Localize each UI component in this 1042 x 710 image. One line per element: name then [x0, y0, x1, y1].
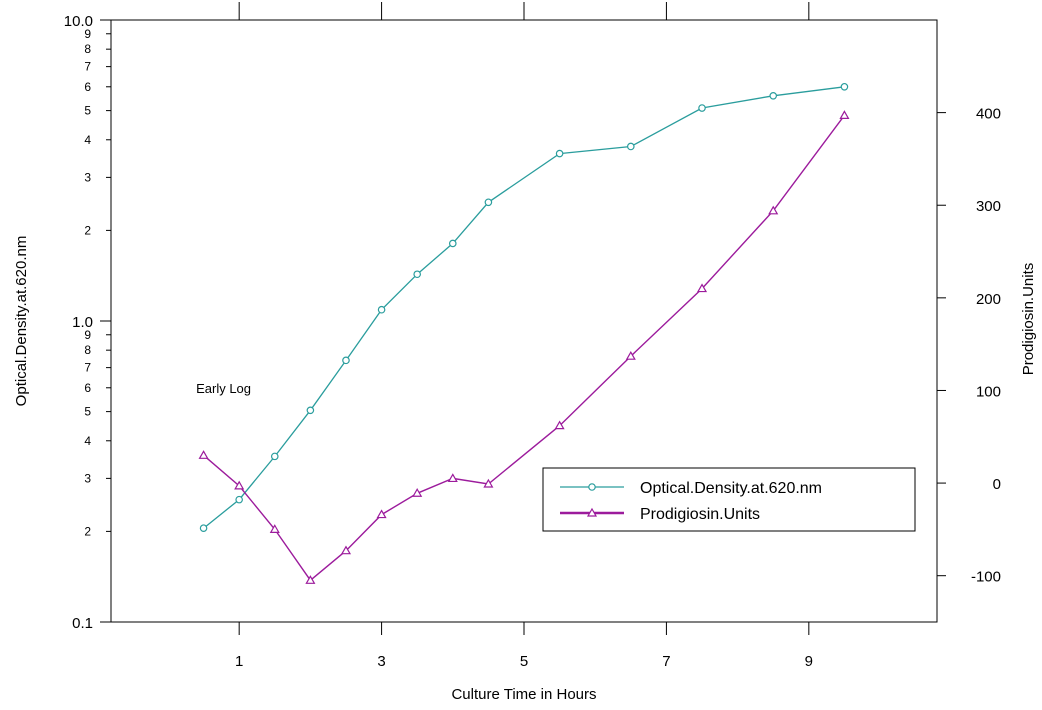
y-left-minor-tick-label: 4 [84, 133, 91, 147]
data-point-od [413, 270, 421, 279]
series-layer [198, 82, 850, 584]
y-right-tick-label: -100 [971, 569, 1001, 586]
y-left-minor-tick-label: 9 [84, 27, 91, 41]
y-left-minor-tick-label: 2 [84, 524, 91, 538]
data-point-prodigiosin [340, 545, 352, 555]
data-point-prodigiosin [625, 350, 636, 360]
data-point-prodigiosin [696, 283, 708, 293]
data-point-prodigiosin [447, 473, 458, 483]
data-point-prodigiosin [483, 478, 494, 488]
plot-frame [110, 19, 938, 623]
y-left-minor-tick-label: 7 [84, 361, 91, 375]
data-point-od [840, 82, 849, 91]
y-left-minor-tick-label: 7 [84, 60, 91, 74]
data-point-od [698, 104, 706, 112]
legend-marker-prodigiosin [586, 507, 598, 517]
legend: Optical.Density.at.620.nm Prodigiosin.Un… [542, 467, 916, 532]
y-left-minor-tick-label: 5 [84, 405, 91, 419]
y-right-tick-label: 400 [976, 106, 1001, 123]
y-left-minor-tick-label: 3 [84, 471, 91, 485]
y-right-tick-label: 100 [976, 383, 1001, 400]
y-left-major-tick-label: 1.0 [72, 314, 93, 331]
legend-label-prodigiosin: Prodigiosin.Units [640, 506, 760, 523]
y-right-tick-label: 300 [976, 198, 1001, 215]
x-tick-label: 3 [377, 653, 385, 670]
series-line-od [203, 86, 845, 529]
x-tick-label: 1 [235, 653, 243, 670]
y-left-major-tick-label: 0.1 [72, 615, 93, 632]
data-point-prodigiosin [198, 450, 209, 459]
annotation-early-log: Early Log [196, 381, 251, 396]
data-point-od [306, 406, 315, 415]
data-point-od [235, 495, 243, 504]
data-point-od [555, 149, 564, 158]
y-left-minor-tick-label: 9 [84, 328, 91, 342]
x-axis-top [238, 2, 810, 20]
data-point-prodigiosin [412, 488, 423, 497]
y-left-minor-tick-label: 8 [84, 343, 91, 357]
data-point-od [342, 356, 350, 365]
y-left-minor-tick-label: 4 [84, 434, 91, 448]
y-left-minor-tick-label: 3 [84, 170, 91, 184]
y-left-minor-tick-label: 8 [84, 42, 91, 56]
y-right-tick-label: 200 [976, 291, 1001, 308]
data-point-prodigiosin [234, 480, 245, 490]
data-point-prodigiosin [305, 575, 316, 584]
data-point-prodigiosin [376, 509, 387, 519]
x-tick-label: 7 [662, 653, 670, 670]
data-point-od [627, 142, 635, 151]
y-left-minor-tick-label: 6 [84, 381, 91, 395]
data-point-od [199, 524, 208, 532]
y-left-minor-tick-label: 6 [84, 80, 91, 94]
y-axis-right-label: Prodigiosin.Units [1020, 263, 1037, 376]
legend-box [542, 467, 916, 532]
data-point-od [484, 198, 493, 207]
data-point-od [377, 305, 386, 314]
x-axis: 1 3 5 7 9 [235, 622, 813, 670]
data-point-prodigiosin [839, 110, 850, 119]
y-left-major-tick-label: 10.0 [64, 13, 93, 30]
series-line-prodigiosin [203, 114, 845, 582]
x-axis-label: Culture Time in Hours [451, 686, 596, 703]
data-point-od [769, 91, 778, 100]
data-point-prodigiosin [269, 524, 280, 533]
data-point-od [270, 452, 279, 461]
legend-label-od: Optical.Density.at.620.nm [640, 480, 822, 497]
data-point-od [448, 239, 457, 248]
legend-marker-od [588, 483, 596, 491]
data-point-prodigiosin [554, 420, 565, 430]
x-tick-label: 9 [805, 653, 813, 670]
y-axis-right: -100 0 100 200 300 400 [937, 106, 1001, 586]
data-point-prodigiosin [768, 205, 779, 215]
y-axis-left-label: Optical.Density.at.620.nm [13, 236, 30, 407]
y-right-tick-label: 0 [993, 476, 1001, 493]
y-left-minor-tick-label: 5 [84, 104, 91, 118]
y-left-minor-tick-label: 2 [84, 223, 91, 237]
x-tick-label: 5 [520, 653, 528, 670]
